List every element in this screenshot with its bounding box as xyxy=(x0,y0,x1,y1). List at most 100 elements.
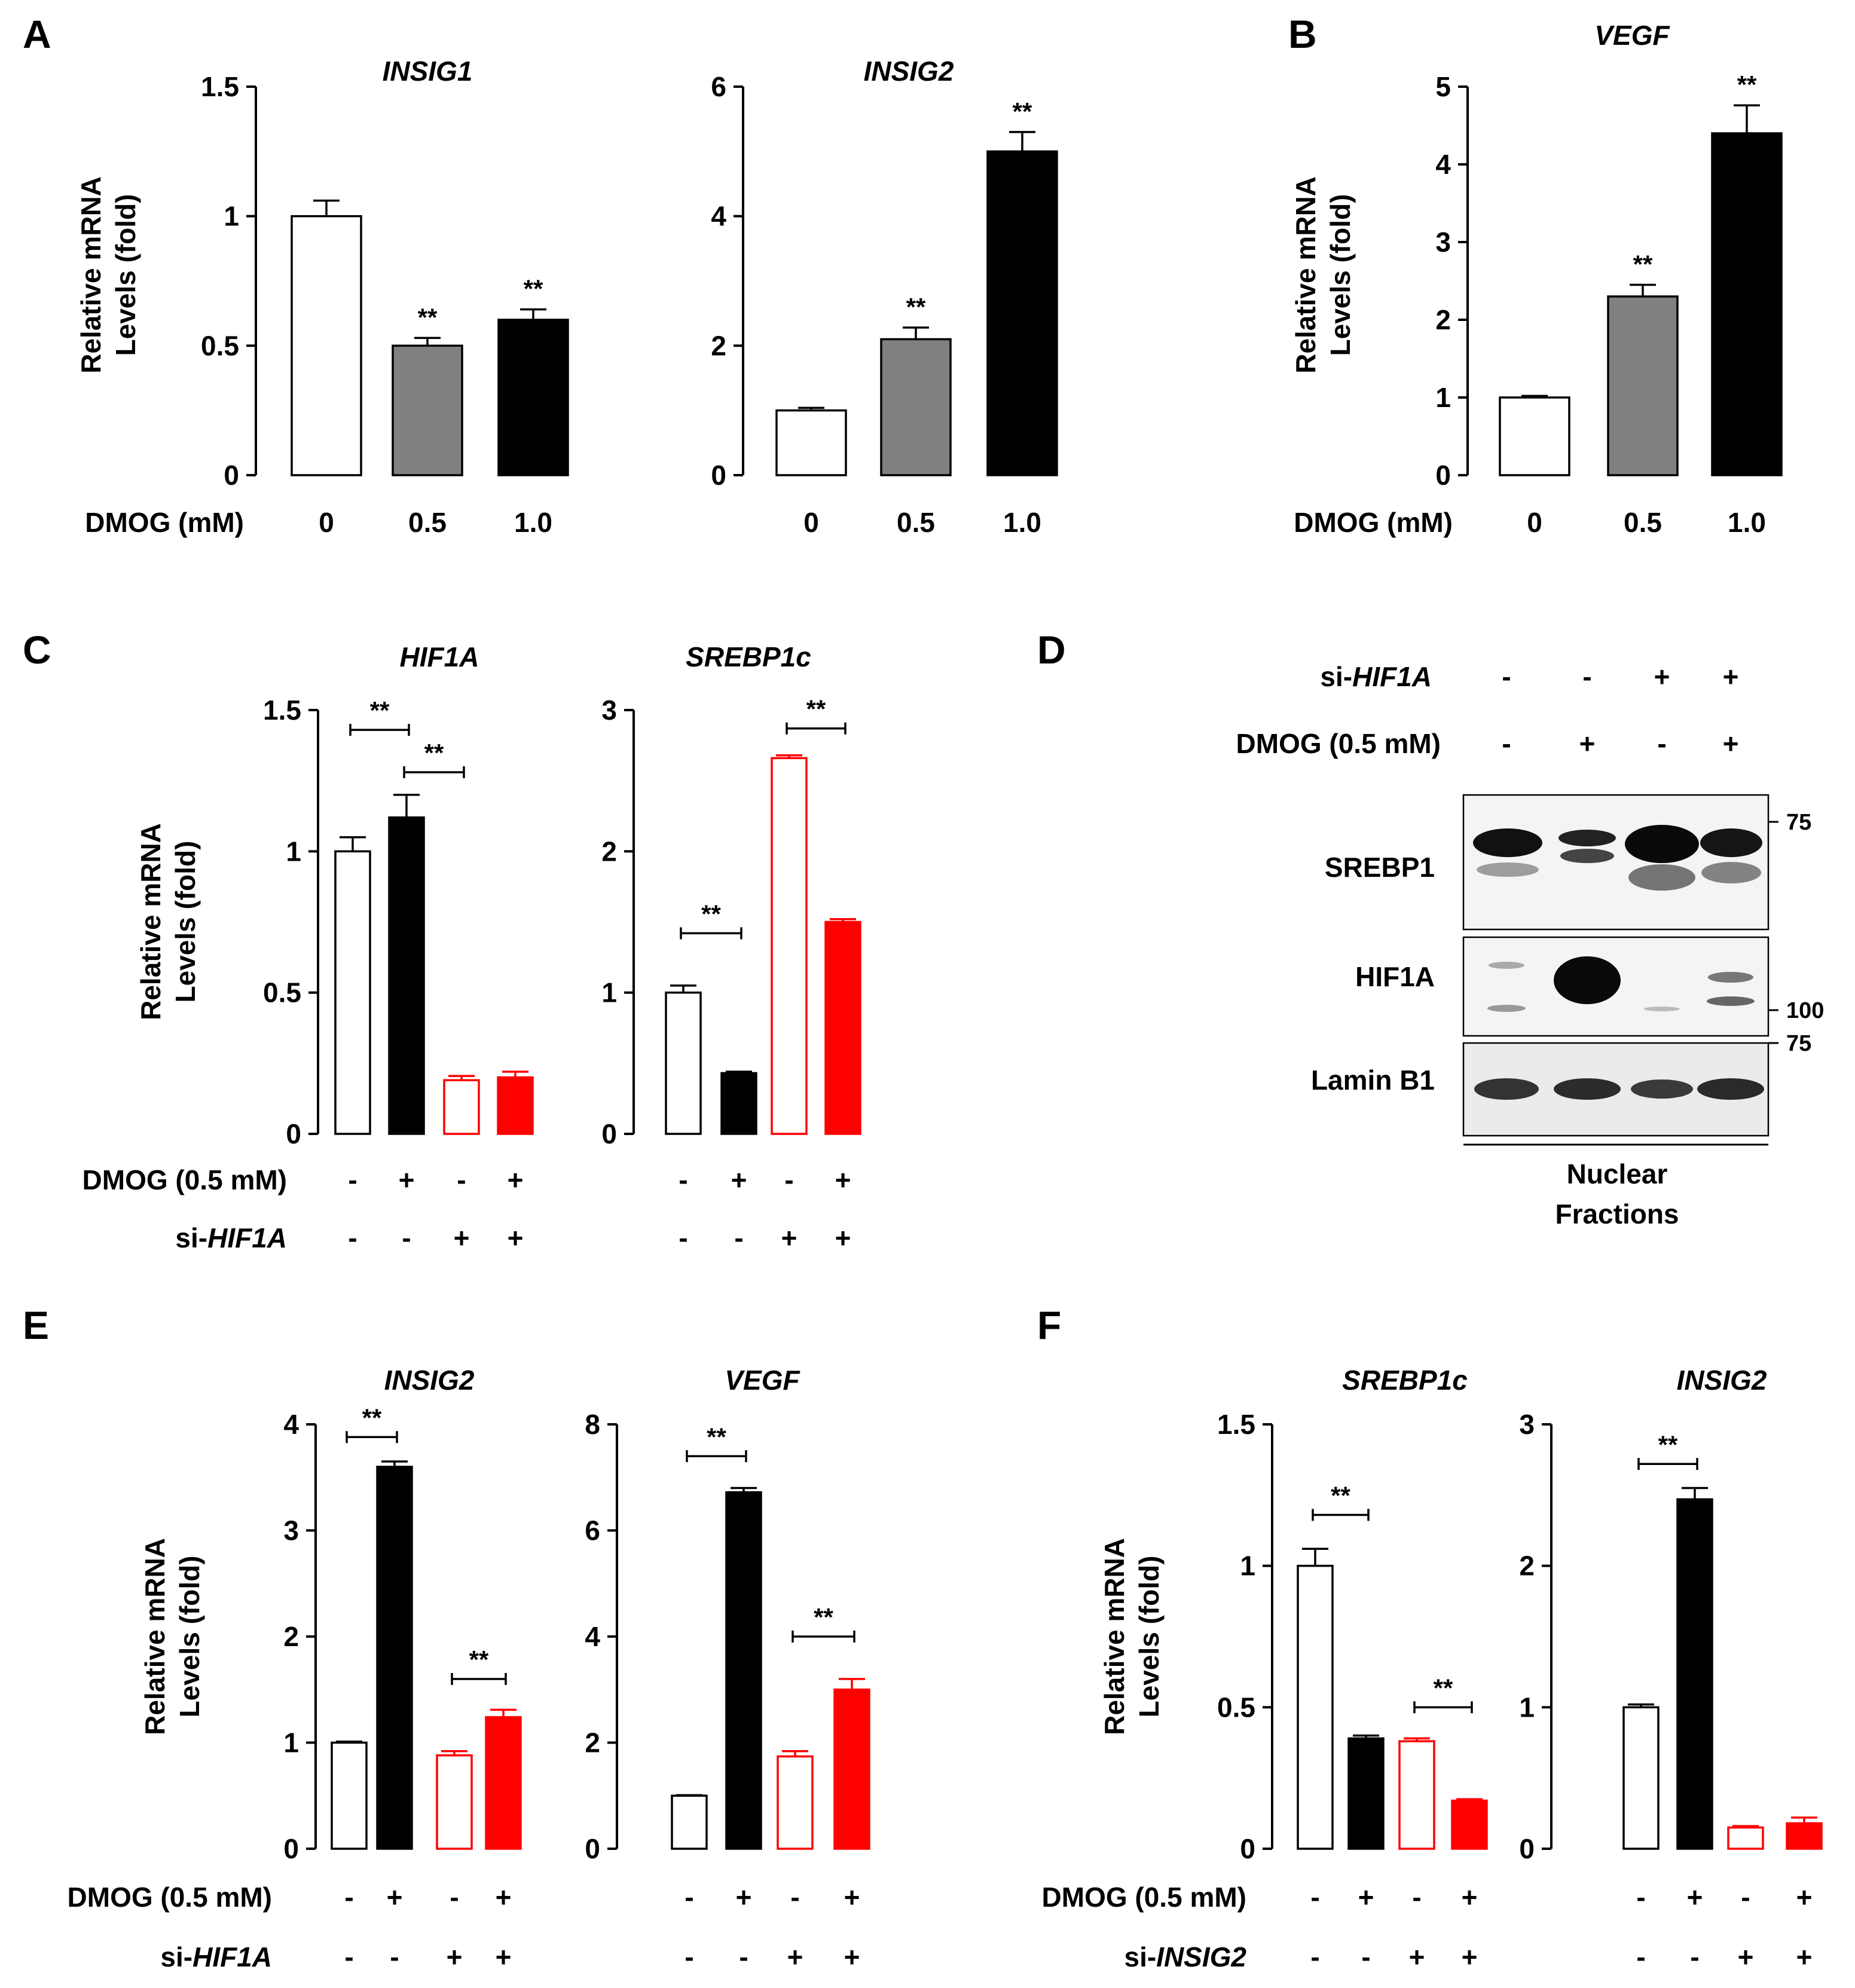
hif1a-bands xyxy=(1487,956,1755,1012)
dmog-sign: + xyxy=(508,1164,524,1195)
bar-rect xyxy=(777,1755,814,1850)
significance-mark: ** xyxy=(1434,1674,1453,1702)
y-tick-label: 8 xyxy=(585,1409,600,1440)
chart-F-srebp1c: F Relative mRNA Levels (fold) SREBP1c 0 0.5 1 1… xyxy=(1037,1303,1488,1972)
y-tick-label: 4 xyxy=(283,1409,299,1440)
srebp1-band-lower xyxy=(1701,862,1761,883)
bar-0 xyxy=(1622,1703,1660,1850)
dmog-sign: + xyxy=(844,1882,860,1913)
mw-marker-100: 100 xyxy=(1786,998,1824,1023)
chart-E-insig2: E Relative mRNA Levels (fold) INSIG2 0 1 2 3 4 **… xyxy=(23,1303,522,1972)
dmog-row-label: DMOG (0.5 mM) xyxy=(1042,1882,1246,1913)
bar-3 xyxy=(824,918,861,1135)
dmog-sign: + xyxy=(496,1882,512,1913)
y-tick-label: 0 xyxy=(711,460,726,491)
bar-3 xyxy=(833,1678,870,1850)
panel-label-A: A xyxy=(23,12,51,56)
dmog-sign: - xyxy=(790,1882,799,1913)
chart-B-vegf: B Relative mRNA Levels (fold) VEGF 0 1 2 3 4 5 ** *… xyxy=(1288,12,1783,538)
y-tick-label: 3 xyxy=(1435,227,1451,258)
bar-0 xyxy=(334,836,371,1135)
bar-3 xyxy=(1786,1816,1823,1850)
x-category-label: 0 xyxy=(803,507,819,538)
bar-rect xyxy=(880,338,952,476)
wb-dmog-sign: + xyxy=(1579,728,1596,759)
bar-3 xyxy=(485,1708,522,1850)
dmog-sign: + xyxy=(1687,1882,1703,1913)
bar-2 xyxy=(443,1075,480,1135)
dmog-sign: + xyxy=(1358,1882,1374,1913)
bar-rect xyxy=(771,757,808,1135)
si-sign: - xyxy=(1361,1941,1370,1972)
y-tick-label: 3 xyxy=(601,695,617,726)
significance-bracket: ** xyxy=(680,900,742,940)
dmog-sign: - xyxy=(784,1164,793,1195)
si-sign: + xyxy=(1462,1941,1478,1972)
laminb1-band xyxy=(1697,1078,1764,1100)
si-sign: + xyxy=(508,1222,524,1253)
y-tick-label: 5 xyxy=(1435,71,1451,102)
wb-signs: - - + + - + - + xyxy=(1502,661,1738,759)
bar-0 xyxy=(665,984,702,1135)
dmog-sign: - xyxy=(679,1164,687,1195)
x-category-label: 1.0 xyxy=(1003,507,1041,538)
si-sign: + xyxy=(1738,1941,1754,1972)
srebp1-band-main xyxy=(1473,828,1542,857)
si-sign: + xyxy=(781,1222,797,1253)
y-tick-label: 4 xyxy=(585,1621,600,1652)
y-tick-label: 4 xyxy=(711,201,726,232)
bar-rect xyxy=(388,816,425,1135)
bar-0 xyxy=(671,1794,708,1850)
x-category-label: 0.5 xyxy=(897,507,935,538)
si-sign: + xyxy=(844,1941,860,1972)
si-sign: + xyxy=(787,1941,803,1972)
dmog-sign: + xyxy=(387,1882,403,1913)
wb-si-label: si-HIF1A xyxy=(1320,661,1432,692)
si-sign: - xyxy=(1310,1941,1319,1972)
chart-C-srebp1c: SREBP1c 0 1 2 3 ** ** - + - + - - + + xyxy=(601,641,861,1253)
si-sign: - xyxy=(1636,1941,1645,1972)
si-sign: + xyxy=(496,1941,512,1972)
x-category-label: 0.5 xyxy=(1624,507,1662,538)
bar-2 xyxy=(436,1750,473,1850)
bar-0 xyxy=(291,199,362,476)
significance-mark: ** xyxy=(418,303,438,331)
charts-layer: A Relative mRNA Levels (fold) INSIG1 0 0.5 1 1.… xyxy=(23,12,1823,1972)
y-axis-label: Relative mRNA Levels (fold) xyxy=(1099,1538,1165,1735)
bar-0 xyxy=(775,406,847,476)
si-sign: - xyxy=(348,1222,357,1253)
si-sign: + xyxy=(1409,1941,1425,1972)
laminb1-band xyxy=(1474,1078,1539,1100)
bar-rect xyxy=(1398,1740,1435,1850)
hif1a-band-faint xyxy=(1487,1005,1526,1012)
bar-0 xyxy=(1499,394,1570,476)
chart-title: SREBP1c xyxy=(1342,1365,1468,1396)
significance-bracket: ** xyxy=(1413,1674,1473,1714)
dmog-sign: - xyxy=(684,1882,693,1913)
y-tick-label: 6 xyxy=(585,1515,600,1546)
chart-E-vegf: VEGF 0 2 4 6 8 ** ** - + - + - - + + xyxy=(585,1365,870,1972)
dmog-sign: + xyxy=(731,1164,747,1195)
significance-mark: ** xyxy=(424,739,444,767)
fraction-label-line1: Nuclear xyxy=(1567,1158,1668,1189)
western-blot-panel: D si-HIF1A DMOG (0.5 mM) - - + + - + - + xyxy=(1037,628,1824,1229)
bar-rect xyxy=(671,1794,708,1850)
significance-mark: ** xyxy=(469,1646,489,1674)
significance-mark: ** xyxy=(1658,1430,1678,1458)
bar-rect xyxy=(331,1741,368,1850)
y-axis-label: Relative mRNA Levels (fold) xyxy=(75,176,141,374)
si-sign: + xyxy=(447,1941,463,1972)
y-tick-label: 0 xyxy=(1240,1833,1255,1864)
si-sign: + xyxy=(1796,1941,1813,1972)
bar-rect xyxy=(1297,1564,1334,1850)
dmog-sign: - xyxy=(450,1882,459,1913)
panel-label-F: F xyxy=(1037,1303,1061,1347)
si-sign: - xyxy=(1690,1941,1699,1972)
dmog-sign: - xyxy=(1636,1882,1645,1913)
blot-frame-srebp1 xyxy=(1462,794,1770,931)
y-axis-label: Relative mRNA Levels (fold) xyxy=(139,1538,205,1735)
si-sign: - xyxy=(390,1941,399,1972)
srebp1-band-lower xyxy=(1628,864,1695,891)
srebp1-bands xyxy=(1473,825,1762,891)
significance-bracket: ** xyxy=(403,739,465,778)
